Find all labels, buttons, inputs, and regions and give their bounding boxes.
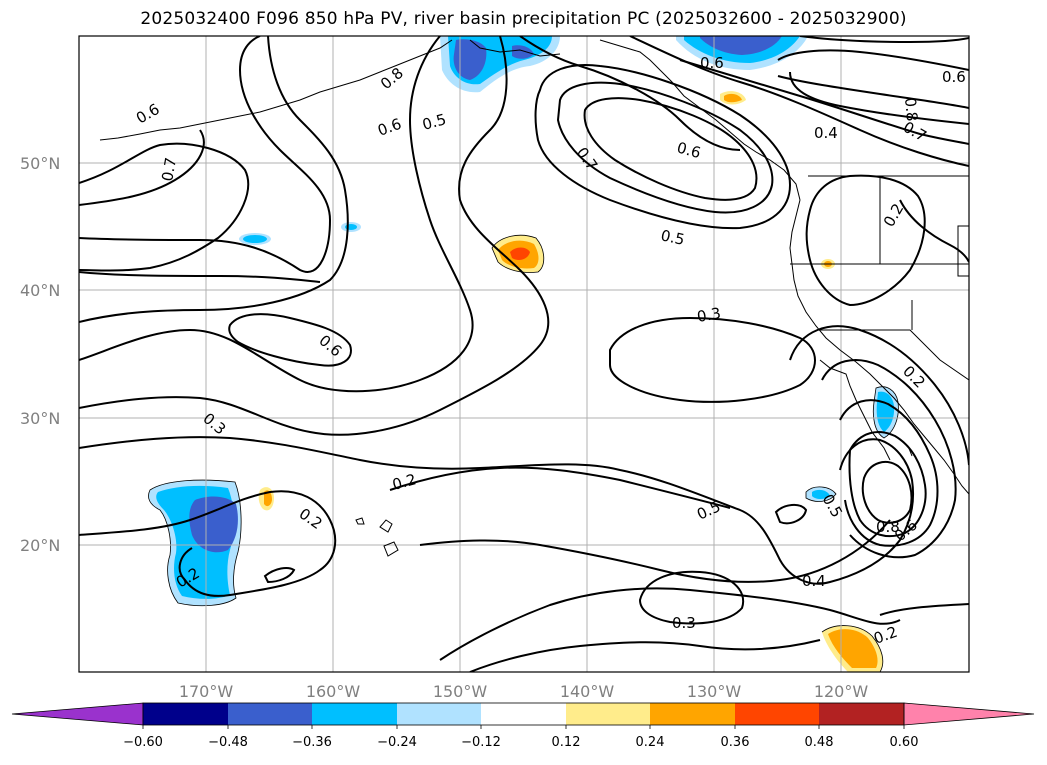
colorbar-bin [481, 703, 566, 725]
colorbar-bin [650, 703, 735, 725]
contour-label: 0.4 [802, 572, 826, 590]
lon-label-170w: 170°W [179, 682, 234, 701]
contour-label: 0.5 [420, 110, 448, 134]
coastlines [99, 39, 969, 557]
pv-contours [79, 36, 969, 672]
precipitation-outlines [148, 234, 899, 672]
colorbar-tick-label: 0.12 [552, 735, 581, 750]
contour-label: 0.8 [876, 518, 900, 536]
colorbar-tick-label: −0.36 [292, 735, 332, 750]
colorbar-extend-low [11, 702, 144, 726]
colorbar-bin [735, 703, 819, 725]
colorbar-bin [312, 703, 397, 725]
colorbar-tick-label: −0.24 [377, 735, 417, 750]
latitude-labels: 50°N 40°N 30°N 20°N [20, 154, 60, 555]
colorbar-extend-high [903, 702, 1035, 726]
contour-label: 0.2 [390, 470, 418, 494]
lat-label-40n: 40°N [20, 281, 60, 300]
lon-label-120w: 120°W [814, 682, 869, 701]
lon-label-150w: 150°W [433, 682, 488, 701]
contour-label: 0.6 [942, 68, 966, 86]
lon-label-130w: 130°W [687, 682, 742, 701]
colorbar-tick-label: 0.60 [890, 735, 919, 750]
contour-label: 0.5 [659, 226, 686, 249]
graticule [79, 36, 969, 672]
lat-label-20n: 20°N [20, 536, 60, 555]
lon-label-160w: 160°W [306, 682, 361, 701]
colorbar-tick-label: −0.48 [208, 735, 248, 750]
contour-label: 0.7 [158, 156, 180, 183]
map-title: 2025032400 F096 850 hPa PV, river basin … [140, 9, 907, 29]
contour-label: 0.6 [700, 54, 724, 72]
longitude-labels: 170°W 160°W 150°W 140°W 130°W 120°W [179, 682, 869, 701]
precipitation-shading [148, 36, 899, 672]
lon-label-140w: 140°W [560, 682, 615, 701]
contour-label: 0.4 [814, 124, 838, 142]
contour-label: 0.3 [672, 614, 696, 632]
colorbar-tick-label: 0.36 [721, 735, 750, 750]
colorbar-tick-label: 0.48 [805, 735, 834, 750]
colorbar-bin [819, 703, 904, 725]
lat-label-50n: 50°N [20, 154, 60, 173]
colorbar-bin [143, 703, 228, 725]
map-frame [78, 35, 970, 673]
contour-label: 0.6 [675, 138, 703, 162]
colorbar-tick-label: −0.12 [461, 735, 501, 750]
contour-label: 0.8 [901, 97, 921, 122]
colorbar-bin [228, 703, 312, 725]
colorbar-bin [566, 703, 650, 725]
lat-label-30n: 30°N [20, 409, 60, 428]
colorbar-bin [397, 703, 481, 725]
colorbar-tick-label: −0.60 [123, 735, 163, 750]
colorbar-tick-label: 0.24 [636, 735, 665, 750]
colorbar: −0.60 −0.48 −0.36 −0.24 −0.12 0.12 0.24 … [11, 702, 1035, 750]
contour-label: 0.3 [696, 304, 723, 326]
